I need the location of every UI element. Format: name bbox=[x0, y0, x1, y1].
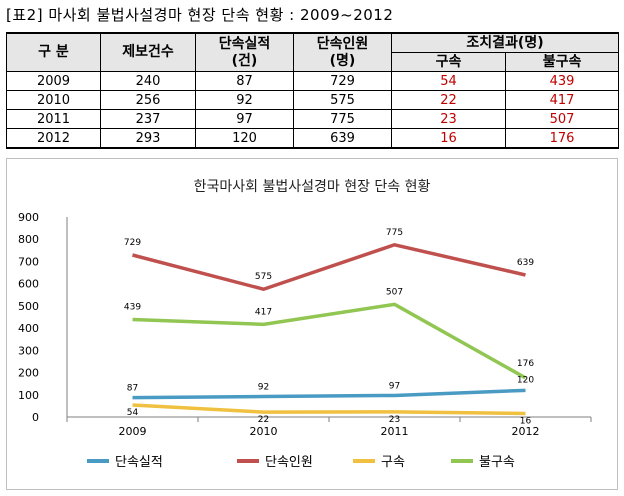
series-line-0 bbox=[132, 388, 526, 400]
cell-reports: 293 bbox=[100, 128, 196, 149]
y-tick-label: 700 bbox=[18, 255, 39, 268]
cell-year: 2011 bbox=[6, 109, 101, 129]
y-tick-label: 800 bbox=[18, 233, 39, 246]
data-label: 92 bbox=[258, 383, 269, 393]
data-label: 507 bbox=[386, 287, 403, 297]
header-reports: 제보건수 bbox=[100, 32, 196, 72]
header-persons-line2: (명) bbox=[329, 52, 356, 69]
y-tick-label: 600 bbox=[18, 278, 39, 291]
cell-arrest: 22 bbox=[391, 90, 506, 110]
enforcement-table: 구 분 제보건수 단속실적 (건) 단속인원 (명) 조치결과(명) 구속 불구속 … bbox=[6, 32, 620, 149]
cell-enforcement: 97 bbox=[195, 109, 294, 129]
data-label: 16 bbox=[520, 416, 532, 426]
y-tick-label: 400 bbox=[18, 322, 39, 335]
y-tick-label: 100 bbox=[18, 389, 39, 402]
cell-reports: 256 bbox=[100, 90, 196, 110]
table-row: 2011 237 97 775 23 507 bbox=[6, 109, 620, 129]
chart-container: 한국마사회 불법사설경마 현장 단속 현황 0 100 200 300 400 500 600… bbox=[6, 158, 618, 490]
header-result: 조치결과(명) bbox=[390, 32, 620, 53]
data-label: 54 bbox=[127, 408, 139, 418]
y-tick-label: 900 bbox=[18, 211, 39, 224]
header-division: 구 분 bbox=[6, 32, 101, 72]
header-enforcement: 단속실적 (건) bbox=[195, 32, 294, 72]
cell-persons: 575 bbox=[293, 90, 392, 110]
cell-persons: 639 bbox=[293, 128, 392, 149]
cell-non-arrest: 507 bbox=[504, 109, 620, 129]
cell-enforcement: 120 bbox=[195, 128, 294, 149]
legend-label: 단속실적 bbox=[115, 455, 163, 470]
cell-reports: 237 bbox=[100, 109, 196, 129]
line-chart: 한국마사회 불법사설경마 현장 단속 현황 0 100 200 300 400 500 600… bbox=[18, 179, 592, 470]
cell-year: 2010 bbox=[6, 90, 101, 110]
cell-year: 2012 bbox=[6, 128, 101, 149]
x-tick-label: 2011 bbox=[381, 425, 409, 438]
table-caption: [표2] 마사회 불법사설경마 현장 단속 현황 : 2009~2012 bbox=[6, 6, 394, 24]
cell-non-arrest: 439 bbox=[504, 71, 620, 91]
data-label: 87 bbox=[127, 384, 138, 394]
x-tick-label: 2009 bbox=[119, 425, 147, 438]
data-label: 439 bbox=[124, 302, 141, 312]
header-persons: 단속인원 (명) bbox=[293, 32, 392, 72]
x-tick-label: 2012 bbox=[512, 425, 540, 438]
header-enforcement-line1: 단속실적 bbox=[218, 35, 271, 52]
y-tick-label: 300 bbox=[18, 344, 39, 357]
cell-arrest: 23 bbox=[391, 109, 506, 129]
y-tick-label: 500 bbox=[18, 300, 39, 313]
cell-enforcement: 87 bbox=[195, 71, 294, 91]
y-tick-label: 200 bbox=[18, 367, 39, 380]
x-tick-label: 2010 bbox=[250, 425, 278, 438]
legend-label: 불구속 bbox=[479, 455, 515, 470]
cell-enforcement: 92 bbox=[195, 90, 294, 110]
header-arrest: 구속 bbox=[391, 52, 506, 72]
header-non-arrest: 불구속 bbox=[504, 52, 620, 72]
cell-non-arrest: 176 bbox=[504, 128, 620, 149]
cell-arrest: 54 bbox=[391, 71, 506, 91]
series-line-1 bbox=[132, 243, 526, 291]
legend-label: 단속인원 bbox=[265, 455, 313, 470]
data-label: 729 bbox=[124, 238, 141, 248]
header-persons-line1: 단속인원 bbox=[316, 35, 369, 52]
cell-persons: 729 bbox=[293, 71, 392, 91]
cell-persons: 775 bbox=[293, 109, 392, 129]
table-row: 2009 240 87 729 54 439 bbox=[6, 71, 620, 91]
table-row: 2010 256 92 575 22 417 bbox=[6, 90, 620, 110]
data-label: 23 bbox=[389, 415, 400, 425]
data-label: 120 bbox=[517, 375, 534, 385]
data-label: 22 bbox=[258, 415, 269, 425]
header-enforcement-line2: (건) bbox=[231, 52, 258, 69]
legend-label: 구속 bbox=[381, 455, 405, 470]
data-label: 176 bbox=[517, 359, 534, 369]
cell-reports: 240 bbox=[100, 71, 196, 91]
cell-arrest: 16 bbox=[391, 128, 506, 149]
cell-year: 2009 bbox=[6, 71, 101, 91]
data-label: 97 bbox=[389, 381, 400, 391]
y-tick-label: 0 bbox=[32, 411, 39, 424]
table-row: 2012 293 120 639 16 176 bbox=[6, 128, 620, 149]
series-line-3 bbox=[132, 302, 527, 380]
chart-title: 한국마사회 불법사설경마 현장 단속 현황 bbox=[194, 179, 431, 195]
data-label: 417 bbox=[255, 307, 272, 317]
cell-non-arrest: 417 bbox=[504, 90, 620, 110]
data-label: 775 bbox=[386, 228, 403, 238]
data-label: 575 bbox=[255, 272, 272, 282]
data-label: 639 bbox=[517, 258, 534, 268]
series-line-2 bbox=[132, 403, 526, 416]
